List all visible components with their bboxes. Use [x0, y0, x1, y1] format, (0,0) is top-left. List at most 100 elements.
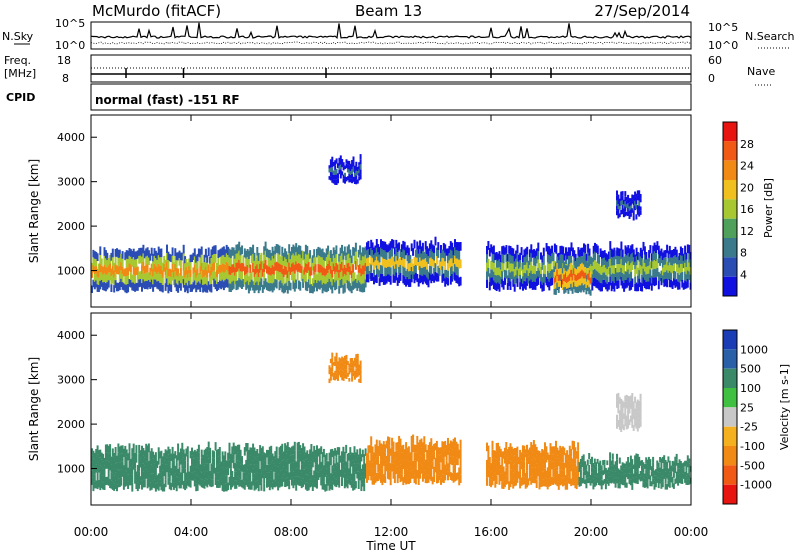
power-colorbar-tick-3: 16	[740, 203, 754, 216]
noise-search-label: N.Search	[745, 30, 795, 43]
noise-tick-low-left: 10^0	[55, 39, 85, 52]
power-colorbar-cell-7	[723, 257, 737, 277]
velocity-colorbar-label: Velocity [m s-1]	[778, 364, 791, 450]
date-title: 27/Sep/2014	[594, 2, 690, 20]
time-tick-5: 20:00	[574, 525, 609, 539]
velocity-ytick-label-2: 3000	[57, 374, 85, 387]
time-tick-1: 04:00	[174, 525, 209, 539]
time-tick-4: 16:00	[474, 525, 509, 539]
noise-tick-high-left: 10^5	[55, 17, 85, 30]
nave-tick-top: 60	[708, 54, 722, 67]
noise-tick-high-right: 10^5	[708, 21, 738, 34]
velocity-colorbar-tick-4: 25	[740, 401, 754, 414]
freq-spikes	[125, 68, 552, 78]
velocity-colorbar-cell-3	[723, 388, 737, 408]
power-colorbar-tick-2: 12	[740, 225, 754, 238]
power-colorbar-tick-0: 4	[740, 268, 747, 281]
time-tick-6: 00:00	[674, 525, 709, 539]
velocity-blob-1	[366, 434, 462, 486]
velocity-ytick-label-3: 4000	[57, 329, 85, 342]
power-blob-5	[328, 154, 362, 185]
noise-panel: N.Sky 10^5 10^0 10^5 10^0 N.Search	[2, 17, 795, 52]
velocity-blob-5	[616, 392, 642, 432]
velocity-colorbar-frame	[722, 329, 738, 505]
power-colorbar-tick-4: 20	[740, 181, 754, 194]
velocity-colorbar-tick-0: -1000	[740, 479, 772, 492]
velocity-y-axis-label: Slant Range [km]	[27, 357, 41, 461]
velocity-colorbar-cell-6	[723, 446, 737, 466]
freq-label: Freq.	[4, 54, 31, 67]
velocity-ytick-label-1: 2000	[57, 418, 85, 431]
velocity-colorbar-tick-5: 100	[740, 382, 761, 395]
station-title: McMurdo (fitACF)	[92, 2, 221, 20]
velocity-blob-4	[328, 352, 362, 384]
power-colorbar-cell-0	[723, 122, 737, 142]
freq-panel: Freq. [MHz] 18 8 60 0 Nave CPID	[4, 54, 775, 104]
velocity-ytick-label-0: 1000	[57, 463, 85, 476]
time-axis-ticks: 00:00 04:00 08:00 12:00 16:00 20:00 00:00	[74, 115, 709, 539]
power-blob-4	[553, 255, 592, 296]
power-colorbar-label: Power [dB]	[762, 178, 775, 238]
freq-tick-top: 18	[57, 54, 71, 67]
nave-tick-bottom: 0	[708, 72, 715, 85]
noise-sky-label: N.Sky	[2, 30, 34, 43]
power-colorbar-cell-6	[723, 238, 737, 258]
velocity-blob-0	[91, 441, 367, 492]
mode-text: normal (fast) -151 RF	[95, 93, 240, 107]
cpid-panel-frame	[90, 83, 692, 111]
power-colorbar: 4 8 12 16 20 24 28	[722, 121, 754, 297]
velocity-blob-2	[486, 440, 580, 490]
power-blob-6	[616, 190, 642, 221]
velocity-colorbar-cell-2	[723, 368, 737, 388]
velocity-colorbar: -1000 -500 -100 -25 25 100 500 1000	[722, 329, 772, 505]
power-ytick-label-2: 3000	[57, 176, 85, 189]
velocity-colorbar-cell-5	[723, 426, 737, 446]
power-colorbar-cell-2	[723, 160, 737, 180]
velocity-colorbar-cell-1	[723, 349, 737, 369]
power-ytick-label-3: 4000	[57, 131, 85, 144]
freq-tick-bottom: 8	[62, 72, 69, 85]
freq-unit-label: [MHz]	[4, 67, 36, 80]
velocity-colorbar-cell-7	[723, 465, 737, 485]
cpid-label: CPID	[6, 91, 35, 104]
power-colorbar-cell-4	[723, 199, 737, 219]
velocity-colorbar-tick-2: -100	[740, 440, 765, 453]
velocity-colorbar-tick-3: -25	[740, 421, 758, 434]
time-tick-2: 08:00	[274, 525, 309, 539]
power-y-ticks: 1000 2000 3000 4000	[57, 131, 97, 278]
velocity-colorbar-cell-8	[723, 484, 737, 504]
noise-tick-low-right: 10^0	[708, 39, 738, 52]
time-tick-0: 00:00	[74, 525, 109, 539]
power-colorbar-cell-8	[723, 276, 737, 296]
velocity-colorbar-tick-7: 1000	[740, 343, 768, 356]
velocity-data-layer	[91, 352, 692, 492]
power-blob-0	[91, 244, 230, 294]
nave-label: Nave	[747, 65, 775, 78]
velocity-colorbar-tick-6: 500	[740, 363, 761, 376]
power-colorbar-tick-1: 8	[740, 247, 747, 260]
power-blob-1	[228, 241, 367, 294]
power-data-layer	[91, 154, 692, 296]
power-panel: 1000 2000 3000 4000 Slant Range [km] 4 8 12 16…	[27, 114, 775, 308]
power-colorbar-cell-3	[723, 180, 737, 200]
time-tick-3: 12:00	[374, 525, 409, 539]
beam-title: Beam 13	[355, 2, 422, 20]
velocity-colorbar-cell-0	[723, 330, 737, 350]
velocity-y-ticks: 1000 2000 3000 4000	[57, 329, 97, 476]
power-colorbar-frame	[722, 121, 738, 297]
power-colorbar-tick-6: 28	[740, 138, 754, 151]
velocity-colorbar-tick-1: -500	[740, 459, 765, 472]
velocity-blob-3	[578, 452, 692, 490]
time-axis-label: Time UT	[365, 539, 416, 553]
power-ytick-label-0: 1000	[57, 265, 85, 278]
power-colorbar-cell-5	[723, 218, 737, 238]
power-colorbar-tick-5: 24	[740, 160, 754, 173]
power-blob-2	[366, 236, 462, 288]
velocity-colorbar-cell-4	[723, 407, 737, 427]
power-ytick-label-1: 2000	[57, 220, 85, 233]
power-y-axis-label: Slant Range [km]	[27, 159, 41, 263]
noise-search-trace	[90, 41, 692, 45]
noise-sky-trace	[90, 22, 692, 39]
